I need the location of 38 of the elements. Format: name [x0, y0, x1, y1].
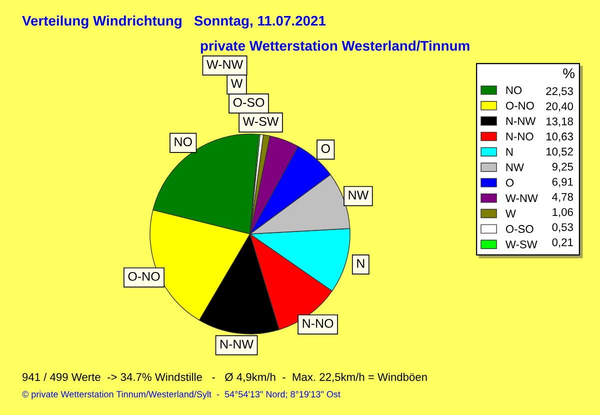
text: 941 / 499 Werte -> 34.7% Windstille - Ø 4,9km/h - Max. 22,5km/h = Windböen — [22, 372, 427, 382]
data-label: 9,25 — [552, 162, 573, 172]
text: © private Wetterstation Tinnum/Westerland/Sylt - 54°54'13" Nord; 8°19'13" Ost — [22, 390, 340, 400]
data-label: 20,40 — [546, 102, 574, 112]
legend-label: W — [506, 210, 516, 218]
slice-label: NW — [348, 190, 369, 200]
slice-label: NO — [174, 137, 192, 146]
legend-label: W-NW — [506, 194, 538, 202]
legend-label: NO — [506, 86, 522, 94]
legend-label: W-SW — [506, 240, 538, 248]
chart-title: Verteilung Windrichtung Sonntag, 11.07.2021 — [22, 15, 326, 29]
data-label: 6,91 — [552, 178, 573, 188]
category-label: O-SO — [233, 98, 264, 107]
category-label: W-NW — [206, 60, 244, 69]
data-label: 0,53 — [552, 223, 573, 232]
data-label: 22,53 — [546, 87, 573, 96]
chart-subtitle: private Wetterstation Westerland/Tinnum — [200, 40, 470, 54]
legend-label: N-NW — [506, 117, 536, 125]
data-label: 1,06 — [552, 208, 573, 218]
legend-label: NW — [506, 163, 524, 172]
slice-label: W-SW — [242, 116, 279, 126]
data-label: 0,21 — [552, 238, 573, 248]
legend-label: O-SO — [506, 225, 534, 233]
data-label: 13,18 — [546, 117, 573, 127]
category-label: W — [230, 79, 243, 88]
legend-label: O-NO — [506, 102, 534, 110]
data-label: 10,52 — [546, 148, 573, 157]
legend-label: N — [506, 148, 513, 156]
legend-title: % — [563, 68, 575, 78]
slice-label: N-NO — [302, 318, 334, 328]
data-label: 10,63 — [546, 132, 573, 142]
legend-label: N-NO — [506, 132, 534, 140]
slice-label: O — [321, 144, 330, 153]
slice-label: O-NO — [128, 272, 160, 281]
slice-label: N-NW — [220, 340, 254, 348]
legend-label: O — [506, 178, 514, 187]
slice-label: N — [357, 259, 364, 268]
data-label: 4,78 — [552, 193, 573, 202]
